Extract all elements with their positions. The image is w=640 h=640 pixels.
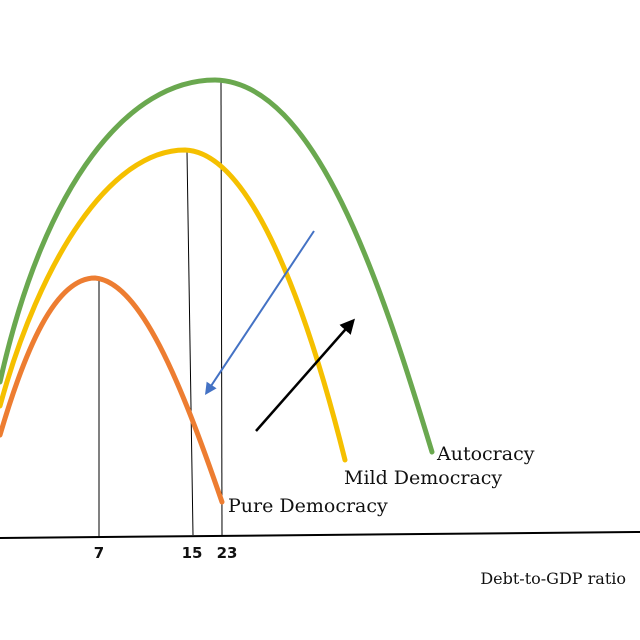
arrow-black xyxy=(255,318,355,432)
series-line-autocracy xyxy=(0,77,435,455)
x-tick-label-23: 23 xyxy=(217,544,238,562)
series-line-mild-democracy xyxy=(0,147,348,463)
series-label-mild-democracy: Mild Democracy xyxy=(344,467,502,489)
x-tick-label-7: 7 xyxy=(94,544,104,562)
x-tick-label-15: 15 xyxy=(182,544,203,562)
drop-line-autocracy xyxy=(220,81,223,536)
x-axis-title: Debt-to-GDP ratio xyxy=(480,569,626,588)
series-line-pure-democracy xyxy=(0,275,225,505)
arrow-blue xyxy=(205,230,315,395)
series-label-autocracy: Autocracy xyxy=(436,443,535,465)
series-label-pure-democracy: Pure Democracy xyxy=(228,495,388,517)
x-axis xyxy=(0,531,640,539)
drop-line-mild-democracy xyxy=(186,151,194,536)
